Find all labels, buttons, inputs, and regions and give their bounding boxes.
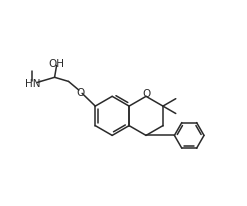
Text: O: O xyxy=(76,87,84,97)
Text: HN: HN xyxy=(25,79,41,89)
Text: O: O xyxy=(142,88,150,98)
Text: OH: OH xyxy=(49,59,65,69)
